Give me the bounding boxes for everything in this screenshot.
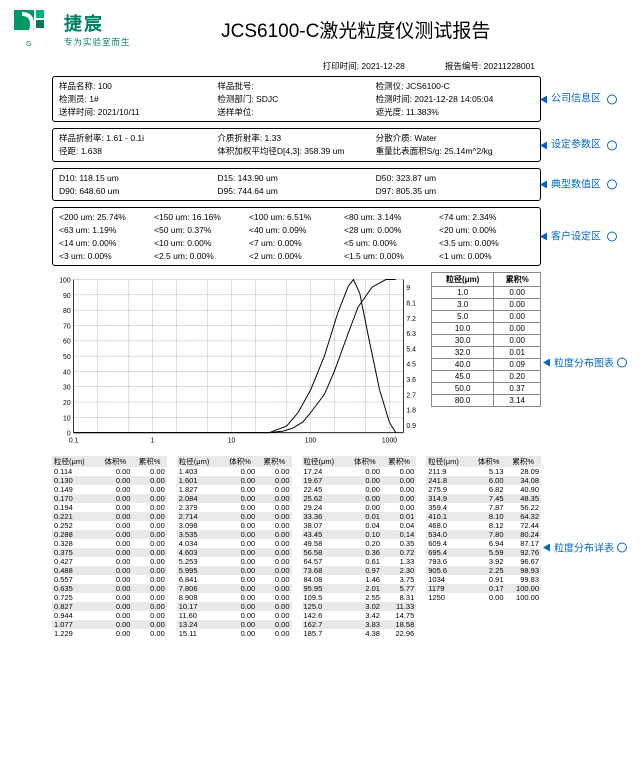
- svg-text:1.8: 1.8: [406, 408, 416, 415]
- header: G 捷宸 专为实验室而生 JCS6100-C激光粒度仪测试报告: [12, 8, 631, 50]
- callout-detail: 粒度分布详表: [543, 540, 627, 555]
- callout-settings: 设定参数区: [540, 138, 617, 153]
- svg-text:90: 90: [63, 293, 71, 300]
- svg-text:1000: 1000: [382, 438, 397, 445]
- svg-text:20: 20: [63, 400, 71, 407]
- svg-text:30: 30: [63, 385, 71, 392]
- svg-text:50: 50: [63, 354, 71, 361]
- svg-text:40: 40: [63, 370, 71, 377]
- brand-text: 捷宸 专为实验室而生: [64, 10, 131, 48]
- svg-text:100: 100: [59, 278, 71, 285]
- brand-sub: 专为实验室而生: [64, 36, 131, 48]
- chart-zone: 100 90 80 70 60 50 40 30 20 100 9 8.1 7.2 6.3 5.4 4.5 3.…: [52, 272, 541, 452]
- svg-text:60: 60: [63, 339, 71, 346]
- svg-text:6.3: 6.3: [406, 331, 416, 338]
- svg-text:100: 100: [305, 438, 317, 445]
- callout-chart: 粒度分布图表: [543, 355, 627, 370]
- svg-text:5.4: 5.4: [406, 347, 416, 354]
- svg-text:G: G: [26, 41, 31, 48]
- top-info: 打印时间: 2021-12-28 报告编号: 20211228001: [52, 58, 541, 76]
- callout-company: 公司信息区: [540, 92, 617, 107]
- svg-text:0.1: 0.1: [69, 438, 79, 445]
- custom-box: <200 um: 25.74%<150 um: 16.16%<100 um: 6…: [52, 207, 541, 266]
- settings-box: 样品折射率: 1.61 - 0.1i介质折射率: 1.33分散介质: Water…: [52, 128, 541, 162]
- svg-text:80: 80: [63, 308, 71, 315]
- svg-text:10: 10: [228, 438, 236, 445]
- svg-text:3.6: 3.6: [406, 377, 416, 384]
- print-time: 打印时间: 2021-12-28: [323, 60, 405, 72]
- detail-table-zone: 粒径(μm)体积%累积%0.1140.000.000.1300.000.000.…: [52, 456, 541, 638]
- typical-box: D10: 118.15 umD15: 143.90 umD50: 323.87 …: [52, 168, 541, 202]
- brand-cn: 捷宸: [64, 10, 131, 36]
- svg-text:9: 9: [406, 285, 410, 292]
- svg-text:10: 10: [63, 416, 71, 423]
- report-page: G 捷宸 专为实验室而生 JCS6100-C激光粒度仪测试报告 打印时间: 20…: [0, 0, 643, 646]
- brand-logo: G: [12, 8, 58, 50]
- content: 打印时间: 2021-12-28 报告编号: 20211228001 样品名称:…: [12, 58, 631, 638]
- svg-text:8.1: 8.1: [406, 301, 416, 308]
- svg-text:2.7: 2.7: [406, 393, 416, 400]
- report-title: JCS6100-C激光粒度仪测试报告: [131, 16, 631, 43]
- svg-text:70: 70: [63, 324, 71, 331]
- svg-text:7.2: 7.2: [406, 316, 416, 323]
- svg-text:0.9: 0.9: [406, 423, 416, 430]
- side-table: 粒径(μm)累积%1.00.003.00.005.00.0010.00.0030…: [431, 272, 541, 452]
- company-info-box: 样品名称: 100样品批号:检测仪: JCS6100-C 检测员: 1#检测部门…: [52, 76, 541, 122]
- report-no: 报告编号: 20211228001: [445, 60, 535, 72]
- callout-custom: 客户设定区: [540, 229, 617, 244]
- callout-typical: 典型数值区: [540, 177, 617, 192]
- distribution-chart: 100 90 80 70 60 50 40 30 20 100 9 8.1 7.2 6.3 5.4 4.5 3.…: [52, 272, 425, 452]
- svg-text:4.5: 4.5: [406, 362, 416, 369]
- svg-text:1: 1: [151, 438, 155, 445]
